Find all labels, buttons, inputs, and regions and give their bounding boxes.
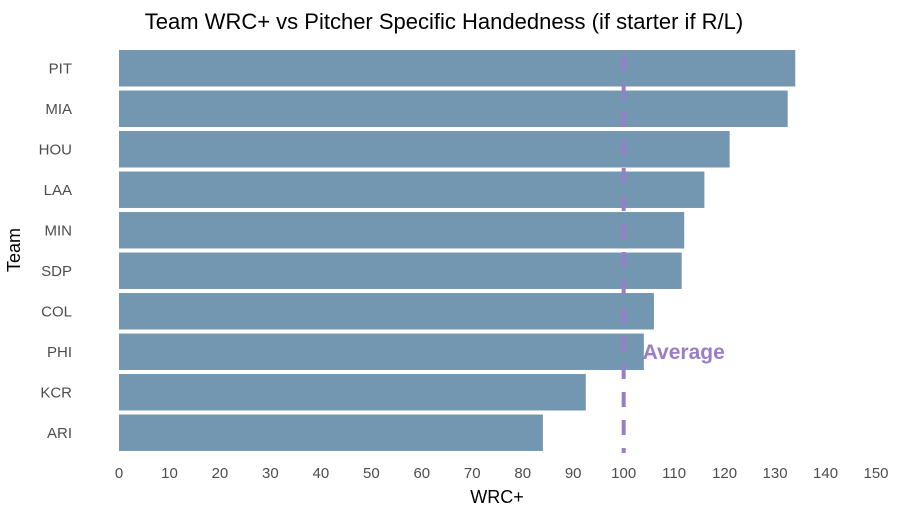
x-axis-title: WRC+ — [470, 487, 524, 507]
bar-phi — [119, 333, 644, 370]
reference-line-group: Average — [621, 56, 725, 453]
x-tick-label-10: 10 — [161, 465, 178, 482]
x-tick-label-80: 80 — [514, 465, 531, 482]
reference-line-label: Average — [643, 341, 725, 364]
x-tick-label-140: 140 — [813, 465, 838, 482]
bar-col — [119, 293, 654, 330]
bar-hou — [119, 131, 730, 168]
category-label-laa: LAA — [44, 182, 72, 199]
x-tick-label-70: 70 — [464, 465, 481, 482]
x-tick-label-30: 30 — [262, 465, 279, 482]
y-axis-title: Team — [4, 228, 24, 272]
category-labels: PIT MIA HOU LAA MIN SDP COL PHI KCR ARI — [39, 60, 73, 442]
bars-group — [119, 50, 796, 451]
x-tick-label-0: 0 — [115, 465, 123, 482]
x-tick-label-60: 60 — [413, 465, 430, 482]
category-label-mia: MIA — [45, 101, 72, 118]
category-label-pit: PIT — [49, 60, 72, 77]
chart-title: Team WRC+ vs Pitcher Specific Handedness… — [145, 9, 743, 34]
bar-sdp — [119, 252, 682, 289]
x-tick-label-120: 120 — [712, 465, 737, 482]
x-tick-label-20: 20 — [212, 465, 229, 482]
bar-mia — [119, 90, 788, 127]
x-tick-label-100: 100 — [611, 465, 636, 482]
category-label-hou: HOU — [39, 141, 72, 158]
x-tick-label-50: 50 — [363, 465, 380, 482]
bar-min — [119, 212, 685, 249]
category-label-kcr: KCR — [40, 384, 72, 401]
x-tick-label-110: 110 — [662, 465, 686, 482]
x-tick-label-130: 130 — [763, 465, 788, 482]
category-label-ari: ARI — [47, 425, 72, 442]
bar-pit — [119, 50, 796, 87]
x-tick-label-150: 150 — [863, 465, 888, 482]
bar-kcr — [119, 374, 586, 411]
x-tick-label-90: 90 — [565, 465, 582, 482]
x-tick-label-40: 40 — [313, 465, 330, 482]
bar-laa — [119, 171, 705, 208]
bar-ari — [119, 414, 543, 451]
category-label-min: MIN — [45, 222, 73, 239]
category-label-phi: PHI — [47, 344, 72, 361]
x-tick-labels: 0 10 20 30 40 50 60 70 80 90 100 110 120 130 140 150 — [115, 465, 889, 482]
category-label-col: COL — [41, 303, 72, 320]
category-label-sdp: SDP — [41, 263, 72, 280]
